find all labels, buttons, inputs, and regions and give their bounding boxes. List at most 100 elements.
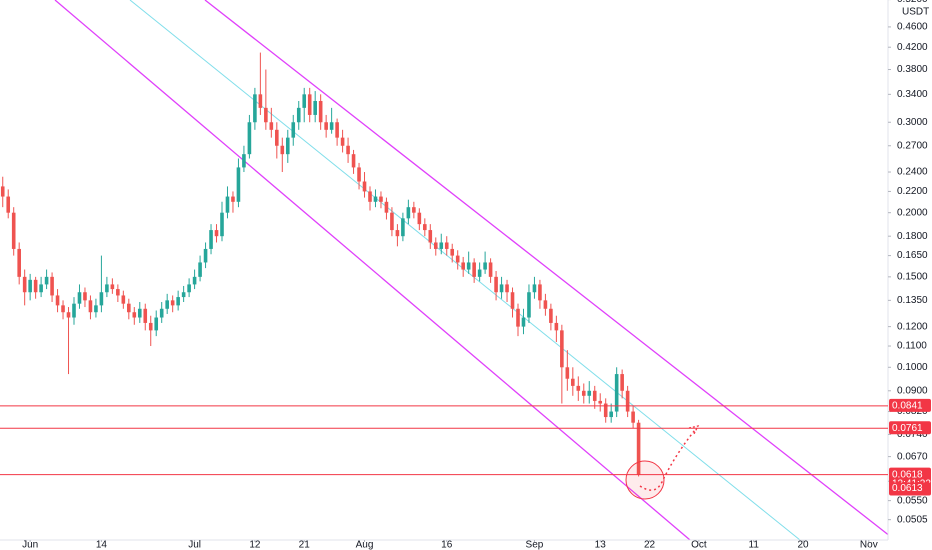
candle-body <box>576 385 581 391</box>
candle-body <box>6 196 11 213</box>
candle-body <box>110 284 115 290</box>
candle-body <box>0 186 5 197</box>
y-tick-label: 0.3000 <box>897 117 928 128</box>
candle-body <box>247 122 252 155</box>
candle-body <box>521 317 526 327</box>
candle-body <box>275 129 279 146</box>
candle-body <box>357 167 361 182</box>
candle-body <box>401 218 405 237</box>
y-tick-label: 0.4200 <box>897 42 928 53</box>
candle-body <box>423 224 427 231</box>
candle-body <box>187 284 191 293</box>
y-tick-label: 0.4600 <box>897 22 928 33</box>
candle-body <box>127 303 131 313</box>
candle-body <box>236 167 241 202</box>
candle-body <box>203 248 208 263</box>
candle-body <box>198 262 202 277</box>
y-tick-label: 0.1200 <box>897 321 928 332</box>
candle-body <box>269 122 274 130</box>
arrow-head <box>688 425 700 435</box>
price-label-box <box>889 398 931 412</box>
highlight-circle <box>625 460 665 500</box>
candle-body <box>170 300 175 306</box>
candle-body <box>94 305 98 313</box>
candle-body <box>455 255 460 263</box>
candle-body <box>373 196 378 202</box>
y-tick-label: 0.1100 <box>897 341 927 352</box>
candle-body <box>571 378 575 386</box>
candle-body <box>307 94 312 115</box>
candle-body <box>450 248 455 256</box>
y-tick-label: 0.0670 <box>897 451 928 462</box>
x-tick-label: Nov <box>860 540 878 550</box>
candle-body <box>395 230 400 237</box>
price-label-box <box>889 421 931 435</box>
candle-body <box>121 295 126 304</box>
y-tick-label: 0.3800 <box>897 64 928 75</box>
candle-body <box>461 262 465 270</box>
candle-body <box>72 303 76 318</box>
candle-body <box>625 390 630 412</box>
candle-body <box>242 154 246 168</box>
candle-body <box>433 242 438 249</box>
y-tick-label: 0.2200 <box>897 186 928 197</box>
channel-lower <box>54 0 691 540</box>
x-tick-label: 22 <box>644 540 656 550</box>
candle-body <box>368 191 372 202</box>
candle-body <box>77 292 82 304</box>
candle-body <box>83 292 87 301</box>
candle-body <box>631 411 635 423</box>
candle-body <box>99 292 104 306</box>
candle-body <box>340 137 345 146</box>
candle-body <box>209 230 213 249</box>
y-tick-label: 0.2700 <box>897 140 928 151</box>
x-tick-label: 13 <box>595 540 607 550</box>
price-label: 0.0841 <box>892 401 923 412</box>
candle-body <box>428 230 433 243</box>
candle-body <box>165 300 169 309</box>
y-tick-label: 0.2400 <box>897 167 928 178</box>
candle-body <box>384 201 389 213</box>
candle-body <box>17 248 21 277</box>
candle-body <box>313 100 317 115</box>
candle-body <box>61 305 65 313</box>
x-tick-label: 12 <box>249 540 261 550</box>
candle-body <box>417 212 422 225</box>
candle-body <box>159 308 164 318</box>
x-tick-label: Sep <box>526 540 544 550</box>
candle-body <box>444 242 449 249</box>
candle-body <box>214 230 219 237</box>
candle-body <box>176 297 180 306</box>
candle-body <box>406 207 411 219</box>
candle-body <box>499 284 504 293</box>
candle-body <box>439 242 444 249</box>
candle-body <box>116 289 120 296</box>
candle-body <box>543 300 548 309</box>
price-label: 0.0761 <box>892 423 923 434</box>
x-tick-label: 20 <box>797 540 809 550</box>
x-tick-label: Oct <box>691 540 707 550</box>
candle-body <box>192 276 197 285</box>
candle-body <box>560 330 564 368</box>
y-tick-label: 0.1350 <box>897 295 928 306</box>
candle-body <box>516 308 520 327</box>
candle-body <box>225 196 230 213</box>
candle-body <box>33 279 38 293</box>
x-tick-label: 11 <box>749 540 760 550</box>
candle-body <box>472 262 476 277</box>
candle-body <box>565 367 570 379</box>
x-tick-label: 21 <box>299 540 311 550</box>
candle-body <box>324 122 328 130</box>
candle-body <box>505 284 509 293</box>
candle-body <box>466 262 471 270</box>
candle-body <box>296 107 301 123</box>
candle-body <box>22 276 27 293</box>
candle-body <box>335 122 339 138</box>
candle-body <box>50 276 54 296</box>
candle-body <box>477 269 482 277</box>
candle-body <box>532 284 537 293</box>
candle-body <box>28 279 32 293</box>
candle-body <box>231 196 235 202</box>
y-tick-label: 0.0505 <box>897 514 928 525</box>
candle-body <box>329 122 334 130</box>
